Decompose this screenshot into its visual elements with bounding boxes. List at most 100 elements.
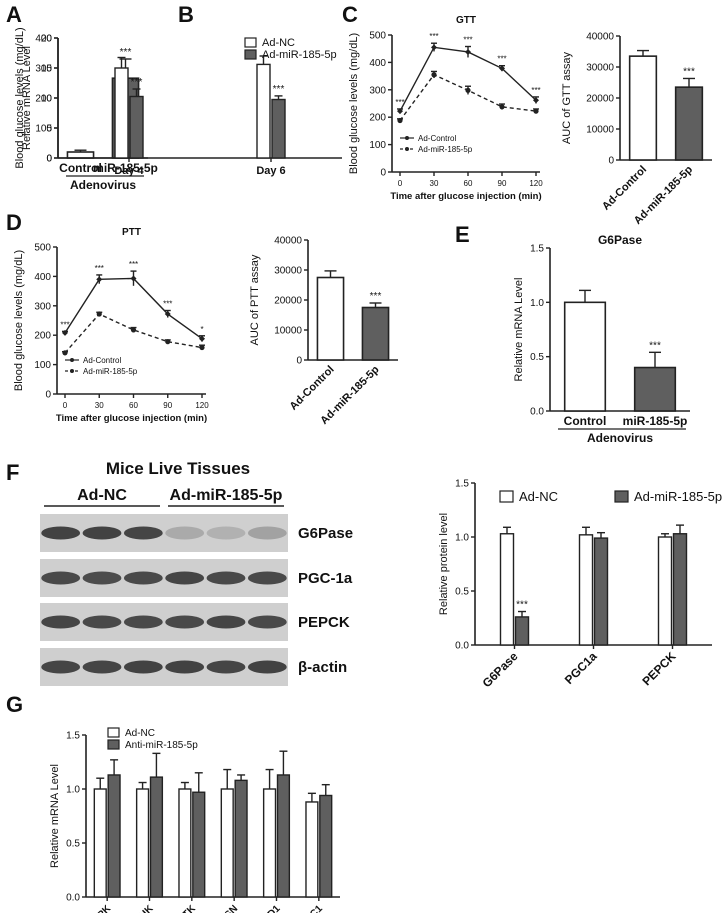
D_line-data-point	[199, 335, 205, 342]
G-bar	[305, 801, 319, 898]
panel-letter-a: A	[6, 2, 22, 27]
C_line-legend-marker	[405, 147, 409, 151]
D_auc-y-axis-label: AUC of PTT assay	[249, 254, 261, 345]
D_line-data-point	[130, 275, 137, 282]
blot-band	[123, 615, 163, 629]
D_auc-category-label: Ad-Control	[288, 364, 337, 413]
B-legend-swatch	[244, 37, 257, 48]
blot-band	[82, 571, 122, 585]
F_bar-legend-label: Ad-NC	[519, 489, 558, 504]
G-category-label: LPK	[91, 903, 113, 913]
blot-band	[123, 526, 163, 540]
panel-letter-c: C	[342, 2, 358, 27]
F_bar-y-axis-label: Relative protein level	[438, 513, 450, 615]
B-bar	[256, 63, 271, 159]
E-y-tick-label: 0.0	[530, 407, 544, 418]
A-bar	[66, 151, 95, 159]
C_auc-y-axis-label: AUC of GTT assay	[561, 51, 573, 144]
D_line-significance-mark: ***	[129, 260, 138, 269]
blot-band	[41, 571, 81, 585]
C_auc-significance-mark: ***	[683, 66, 695, 77]
C_line-data-point	[499, 65, 505, 72]
F_bar-bar	[657, 536, 673, 646]
C_line-x-tick-label: 30	[430, 179, 439, 188]
C_line-y-tick-label: 500	[369, 31, 386, 42]
G-legend-label: Anti-miR-185-5p	[125, 740, 198, 751]
D_line-x-tick-label: 120	[195, 401, 209, 410]
D_line-y-tick-label: 200	[34, 331, 51, 342]
D_auc-bar	[316, 276, 345, 361]
blot-row-label: G6Pase	[298, 525, 353, 542]
F_bar-category-label: PGC1a	[562, 649, 600, 687]
blot-band	[206, 615, 246, 629]
A-y-axis-label: Relative mRNA Level	[21, 46, 33, 150]
C_line-data-point	[397, 108, 403, 115]
C_line-title: GTT	[456, 15, 476, 26]
G-bar	[234, 779, 248, 898]
F_bar-legend-swatch	[499, 490, 514, 503]
C_auc-bar	[674, 86, 704, 161]
B-legend-swatch	[244, 49, 257, 60]
F_bar-category-label: PEPCK	[639, 649, 678, 688]
blot-band	[165, 526, 205, 540]
E-category-label: Control	[564, 414, 607, 428]
blot-band	[247, 615, 287, 629]
C_line-y-tick-label: 300	[369, 85, 386, 96]
blot-row-label: PGC-1a	[298, 570, 353, 587]
A-y-tick-label: 10	[41, 94, 53, 105]
blot-band	[82, 660, 122, 674]
F_bar-legend-label: Ad-miR-185-5p	[634, 489, 722, 504]
western-blot: Mice Live Tissues Ad-NC Ad-miR-185-5p G6Pas…	[40, 459, 353, 686]
A-y-tick-label: 20	[41, 34, 53, 45]
G-y-tick-label: 0.0	[66, 893, 80, 904]
B-y-tick-label: 100	[35, 124, 52, 135]
C_line-x-tick-label: 60	[464, 179, 473, 188]
D_line-data-point	[96, 311, 102, 317]
D_line-x-tick-label: 60	[129, 401, 138, 410]
G-category-label: FASN	[214, 903, 241, 913]
D_line-data-point	[62, 350, 68, 356]
D_line-y-tick-label: 300	[34, 301, 51, 312]
D_auc-y-tick-label: 0	[296, 356, 302, 367]
C_line-data-point	[465, 48, 471, 55]
B-significance-mark: ***	[131, 77, 143, 88]
D_line-y-tick-label: 500	[34, 243, 51, 254]
G-legend-swatch	[107, 739, 120, 750]
A-y-tick-label: 0	[46, 154, 52, 165]
E-y-tick-label: 1.0	[530, 298, 544, 309]
blot-band	[165, 571, 205, 585]
blot-strip	[40, 514, 288, 552]
D_line-significance-mark: ***	[60, 320, 69, 329]
C_line-data-point	[533, 97, 539, 104]
G-legend-swatch	[107, 727, 120, 738]
blot-band	[247, 660, 287, 674]
F_bar-legend-swatch	[614, 490, 629, 503]
blot-band	[206, 526, 246, 540]
D_line-y-tick-label: 100	[34, 360, 51, 371]
blot-band	[82, 615, 122, 629]
panel-letter-d: D	[6, 210, 22, 235]
blot-band	[247, 571, 287, 585]
D_line-data-point	[96, 276, 103, 283]
E-bar	[563, 301, 607, 412]
D_auc-y-tick-label: 10000	[274, 326, 302, 337]
G-category-label: TK	[181, 903, 199, 913]
C_line-y-axis-label: Blood glucose levels (mg/dL)	[348, 33, 360, 174]
C_line-x-tick-label: 120	[529, 179, 543, 188]
blot-band	[123, 571, 163, 585]
C_auc-category-label: Ad-Control	[600, 164, 649, 213]
D_auc-y-tick-label: 30000	[274, 266, 302, 277]
E-y-tick-label: 1.5	[530, 244, 544, 255]
C_line-x-tick-label: 0	[398, 179, 403, 188]
C_auc-y-tick-label: 0	[608, 156, 614, 167]
D_line-title: PTT	[122, 227, 141, 238]
D_line-x-tick-label: 90	[163, 401, 172, 410]
G-category-label: KHK	[133, 903, 157, 913]
D_line-y-axis-label: Blood glucose levels (mg/dL)	[13, 250, 25, 391]
D_auc-y-tick-label: 20000	[274, 296, 302, 307]
E-category-label: miR-185-5p	[623, 414, 688, 428]
D_line-legend-label: Ad-Control	[83, 356, 121, 365]
C_auc-y-tick-label: 20000	[586, 94, 614, 105]
C_line-data-point	[499, 104, 505, 110]
B-bar	[129, 95, 144, 159]
